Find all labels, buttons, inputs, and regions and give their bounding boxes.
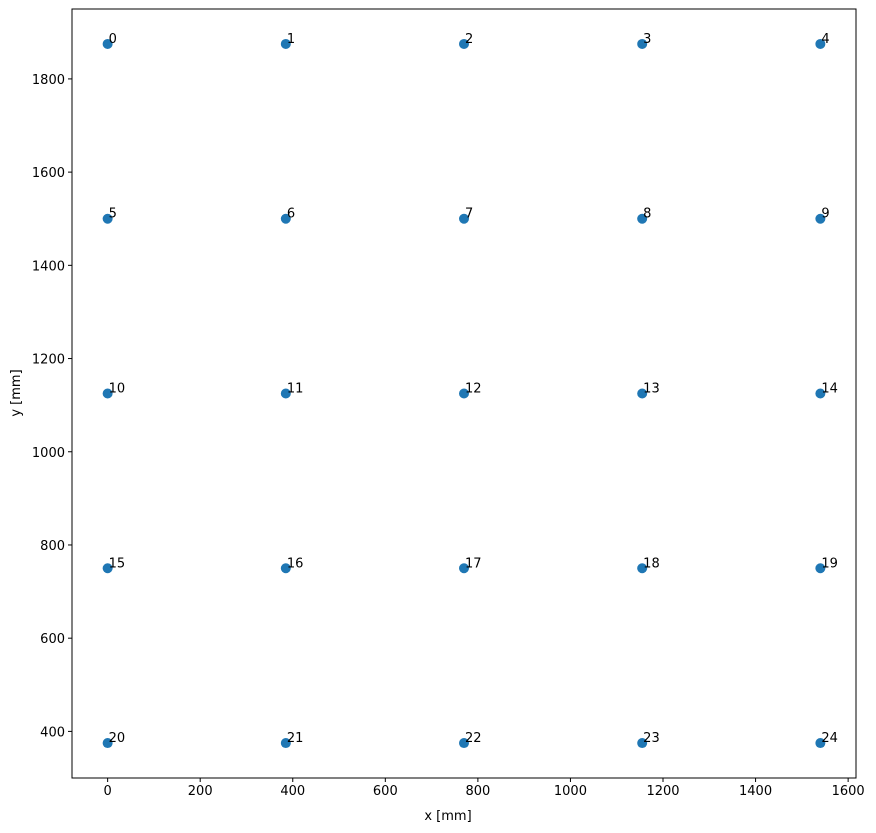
point-label: 18 <box>643 556 660 571</box>
point-label: 5 <box>109 207 117 222</box>
point <box>637 388 648 399</box>
x-tick-label: 1400 <box>739 784 772 799</box>
point-label: 10 <box>109 382 126 397</box>
point <box>280 213 291 224</box>
y-tick-label: 1000 <box>32 446 65 461</box>
point <box>459 738 469 749</box>
y-tick-label: 600 <box>40 632 65 647</box>
y-axis-label: y [mm] <box>9 369 24 416</box>
x-tick-label: 400 <box>280 784 305 799</box>
point <box>459 213 469 224</box>
point-label: 21 <box>287 731 304 746</box>
point <box>102 738 113 749</box>
point <box>815 213 826 224</box>
x-tick-label: 200 <box>188 784 213 799</box>
y-tick-label: 800 <box>40 539 65 554</box>
x-axis-label: x [mm] <box>424 809 471 824</box>
point <box>815 738 826 749</box>
x-tick-label: 1000 <box>554 784 587 799</box>
point-label: 20 <box>109 731 126 746</box>
point-label: 11 <box>287 382 304 397</box>
y-tick-label: 1600 <box>32 166 65 181</box>
point <box>459 38 469 49</box>
point <box>459 563 469 574</box>
point-label: 7 <box>465 207 473 222</box>
point <box>637 213 648 224</box>
point-label: 12 <box>465 382 482 397</box>
x-tick-label: 800 <box>465 784 490 799</box>
point <box>637 738 648 749</box>
y-tick-label: 1400 <box>32 259 65 274</box>
point <box>280 738 291 749</box>
point <box>102 563 113 574</box>
point <box>102 213 113 224</box>
point <box>815 388 826 399</box>
y-tick-label: 1800 <box>32 73 65 88</box>
point-label: 24 <box>821 731 838 746</box>
x-tick-label: 1200 <box>646 784 679 799</box>
point-label: 4 <box>821 32 829 47</box>
point-label: 9 <box>821 207 829 222</box>
point-label: 1 <box>287 32 295 47</box>
point-label: 19 <box>821 556 838 571</box>
point-label: 6 <box>287 207 295 222</box>
point-label: 0 <box>109 32 117 47</box>
point-label: 15 <box>109 556 126 571</box>
point-label: 3 <box>643 32 651 47</box>
point <box>102 388 113 399</box>
point-label: 17 <box>465 556 482 571</box>
point <box>815 38 826 49</box>
point-label: 8 <box>643 207 651 222</box>
plot-frame <box>71 8 857 779</box>
x-tick-label: 1600 <box>832 784 865 799</box>
point-label: 2 <box>465 32 473 47</box>
point-label: 22 <box>465 731 482 746</box>
point <box>815 563 826 574</box>
point <box>280 388 291 399</box>
x-tick-label: 600 <box>373 784 398 799</box>
point-label: 13 <box>643 382 660 397</box>
y-tick-label: 400 <box>40 725 65 740</box>
y-tick-label: 1200 <box>32 353 65 368</box>
point <box>280 563 291 574</box>
point <box>637 38 648 49</box>
point-label: 16 <box>287 556 304 571</box>
point <box>102 38 113 49</box>
point <box>280 38 291 49</box>
point-label: 14 <box>821 382 838 397</box>
point-label: 23 <box>643 731 660 746</box>
point <box>637 563 648 574</box>
point <box>459 388 469 399</box>
x-tick-label: 0 <box>103 784 111 799</box>
